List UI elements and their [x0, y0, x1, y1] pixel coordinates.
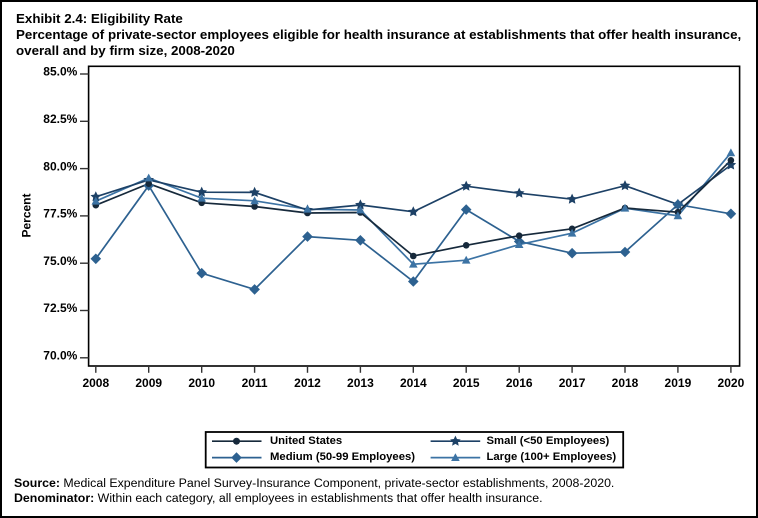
- svg-text:80.0%: 80.0%: [43, 159, 77, 173]
- svg-text:Large (100+ Employees): Large (100+ Employees): [487, 451, 617, 463]
- svg-text:United States: United States: [270, 435, 342, 447]
- svg-text:2012: 2012: [294, 376, 321, 390]
- svg-text:2009: 2009: [135, 376, 162, 390]
- svg-text:Small (<50 Employees): Small (<50 Employees): [487, 435, 610, 447]
- svg-text:2018: 2018: [612, 376, 639, 390]
- svg-text:2008: 2008: [82, 376, 109, 390]
- svg-text:72.5%: 72.5%: [43, 301, 77, 315]
- svg-text:Percent: Percent: [20, 193, 34, 237]
- svg-text:70.0%: 70.0%: [43, 349, 77, 363]
- svg-text:82.5%: 82.5%: [43, 112, 77, 126]
- svg-text:2017: 2017: [559, 376, 586, 390]
- svg-text:2014: 2014: [400, 376, 427, 390]
- svg-text:2019: 2019: [665, 376, 692, 390]
- svg-text:2016: 2016: [506, 376, 533, 390]
- svg-text:2010: 2010: [188, 376, 215, 390]
- svg-text:2013: 2013: [347, 376, 374, 390]
- svg-text:2011: 2011: [242, 376, 268, 390]
- svg-text:85.0%: 85.0%: [43, 65, 77, 79]
- svg-text:2020: 2020: [718, 376, 745, 390]
- svg-text:75.0%: 75.0%: [43, 254, 77, 268]
- svg-text:77.5%: 77.5%: [43, 207, 77, 221]
- svg-text:2015: 2015: [453, 376, 480, 390]
- svg-text:Medium (50-99 Employees): Medium (50-99 Employees): [270, 451, 415, 463]
